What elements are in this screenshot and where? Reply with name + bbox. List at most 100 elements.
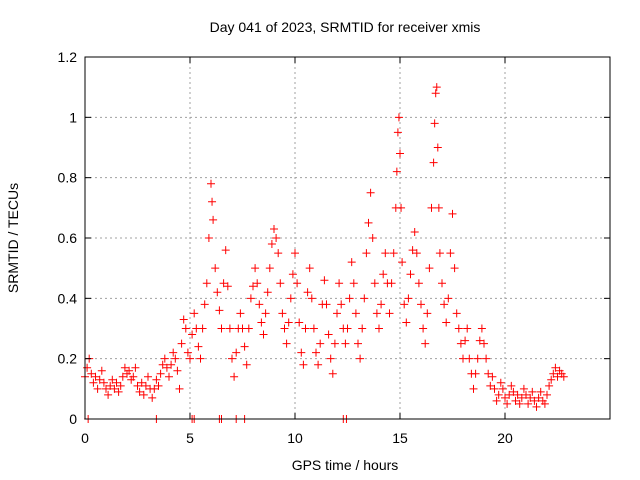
data-point [316,339,325,348]
data-point [217,324,226,333]
data-points [81,83,568,423]
x-tick-label: 15 [392,430,408,446]
data-point [377,300,386,309]
data-point [232,348,241,357]
data-point [427,203,436,212]
data-point [435,249,444,258]
data-point [347,258,356,267]
data-point [341,339,350,348]
data-point [236,309,245,318]
data-point [482,354,491,363]
data-point [87,369,96,378]
data-point [326,354,335,363]
data-point [139,390,148,399]
data-point [448,209,457,218]
data-point [114,387,123,396]
data-point [389,249,398,258]
data-point [438,279,446,288]
data-point [335,279,344,288]
data-point [97,366,106,375]
data-point [398,258,407,267]
data-point [278,309,287,318]
data-point [253,279,262,288]
data-point [345,294,354,303]
x-tick-label: 0 [81,430,89,446]
data-point [324,330,333,339]
data-point [351,309,360,318]
data-point [543,390,551,399]
data-point [228,354,236,363]
data-point [284,318,293,327]
data-point [440,300,449,309]
data-point [265,264,274,273]
data-point [152,375,161,384]
data-point [429,158,438,167]
data-point [393,128,402,137]
data-point [385,309,394,318]
data-point [303,288,312,297]
data-point [519,384,528,393]
data-point [515,399,524,408]
data-point [379,270,388,279]
data-point [540,399,549,408]
x-tick-label: 20 [497,430,513,446]
data-point [133,381,142,390]
y-tick-label: 1.2 [58,49,78,65]
data-point [244,324,253,333]
chart-title: Day 041 of 2023, SRMTID for receiver xmi… [210,19,481,35]
data-point [175,384,184,393]
data-point [91,372,100,381]
data-point [442,318,451,327]
data-point [484,369,493,378]
data-point [190,309,199,318]
data-point [444,294,453,303]
data-point [211,264,220,273]
data-point [392,167,401,176]
data-point [169,348,178,357]
data-point [83,363,92,372]
data-point [106,381,115,390]
data-point [204,234,213,242]
data-point [496,378,505,387]
data-point [471,369,480,378]
data-point [333,309,341,318]
data-point [150,384,159,393]
data-point [530,396,539,405]
data-point [362,249,371,258]
data-point [99,378,108,387]
data-point [219,279,228,288]
data-point [297,348,306,357]
data-point [196,354,205,363]
data-point [410,227,419,236]
data-point [434,203,443,212]
data-point [551,363,560,372]
data-point [104,390,113,399]
y-tick-label: 0 [69,411,77,427]
data-point [267,240,276,249]
data-point [488,372,497,381]
data-point [141,381,150,390]
data-point [549,369,558,378]
data-point [129,372,138,381]
data-point [246,294,255,303]
y-tick-label: 0.6 [58,230,78,246]
data-point [305,264,314,273]
data-point [261,309,270,318]
data-point [249,282,257,291]
data-point [230,372,239,381]
data-point [559,372,568,381]
data-point [181,324,190,333]
data-point [480,339,488,348]
data-point [171,354,180,363]
data-point [534,393,543,402]
data-point [343,324,352,333]
data-point [154,381,163,390]
data-point [503,399,512,408]
data-point [221,246,230,255]
y-tick-label: 0.8 [58,170,78,186]
data-point [309,324,318,333]
data-point [200,300,209,309]
data-point [450,264,459,273]
data-point [207,179,215,188]
